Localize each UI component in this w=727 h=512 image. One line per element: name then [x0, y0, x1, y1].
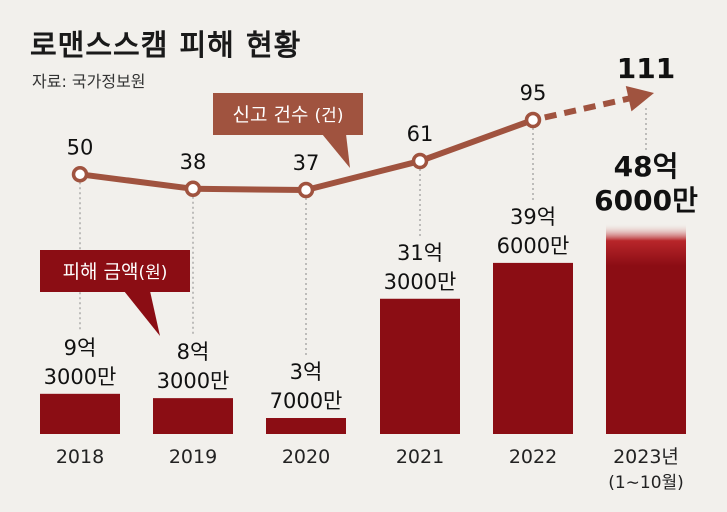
bar-2021 [380, 298, 460, 434]
count-projection [544, 95, 632, 121]
count-point-2022 [524, 111, 542, 129]
callout-amount: 피해 금액(원) [40, 250, 190, 336]
count-point-2018 [71, 166, 89, 183]
amount-label-2020-1: 7000만 [270, 389, 343, 413]
line-series [71, 85, 654, 199]
chart-title: 로맨스스캠 피해 현황 [30, 28, 302, 62]
callout-count: 신고 건수 (건) [213, 93, 363, 168]
count-point-2020 [297, 181, 315, 199]
x-tick-2018: 2018 [56, 446, 104, 468]
x-tick-note-2023년: (1∼10월) [608, 473, 684, 493]
count-label-2021: 61 [407, 122, 434, 146]
count-label-2022: 95 [520, 81, 547, 105]
count-label-2023년: 111 [617, 52, 675, 85]
callout-amount-box [40, 250, 190, 292]
callout-amount-text: 피해 금액(원) [63, 261, 168, 283]
callout-amount-unit: (원) [139, 263, 168, 283]
amount-label-2018-0: 9억 [64, 336, 97, 360]
x-tick-2021: 2021 [396, 446, 444, 468]
amount-label-2022-1: 6000만 [497, 234, 570, 258]
callout-amount-pointer [124, 291, 160, 336]
chart-source: 자료: 국가정보원 [32, 72, 146, 91]
bar-series [40, 224, 686, 434]
count-point-2019 [184, 180, 202, 198]
callout-count-unit: (건) [315, 106, 344, 126]
x-tick-2020: 2020 [282, 446, 330, 468]
count-label-2019: 38 [180, 150, 207, 174]
callout-count-label: 신고 건수 [233, 104, 315, 126]
x-tick-2023년: 2023년 [613, 446, 679, 468]
callout-amount-label: 피해 금액 [63, 261, 139, 283]
bar-2022 [493, 262, 573, 434]
callout-count-text: 신고 건수 (건) [233, 104, 344, 126]
x-axis-ticks: 2018 2019 2020 2021 2022 2023년 (1∼10월) [56, 446, 684, 493]
x-tick-2022: 2022 [509, 446, 557, 468]
amount-label-2019-1: 3000만 [157, 369, 230, 393]
callout-count-pointer [322, 134, 350, 168]
callout-count-box [213, 93, 363, 135]
amount-label-2021-1: 3000만 [384, 270, 457, 294]
count-point-2021 [411, 152, 429, 170]
guide-lines [79, 108, 647, 357]
x-tick-2019: 2019 [169, 446, 217, 468]
amount-label-2023년-0: 48억 [614, 150, 679, 183]
bar-2018 [40, 393, 120, 434]
amount-label-2020-0: 3억 [290, 360, 323, 384]
bar-2023년 [606, 224, 686, 434]
count-label-2018: 50 [67, 135, 94, 159]
count-label-2020: 37 [293, 151, 320, 175]
amount-label-2021-0: 31억 [397, 241, 443, 265]
amount-label-2022-0: 39억 [510, 205, 556, 229]
bar-2020 [266, 418, 346, 434]
count-arrow-head [625, 85, 654, 112]
line-labels: 50 38 37 61 95 111 [67, 52, 676, 175]
amount-label-2019-0: 8억 [177, 340, 210, 364]
amount-label-2018-1: 3000만 [44, 365, 117, 389]
bar-2019 [153, 398, 233, 434]
amount-label-2023년-1: 6000만 [594, 184, 698, 217]
